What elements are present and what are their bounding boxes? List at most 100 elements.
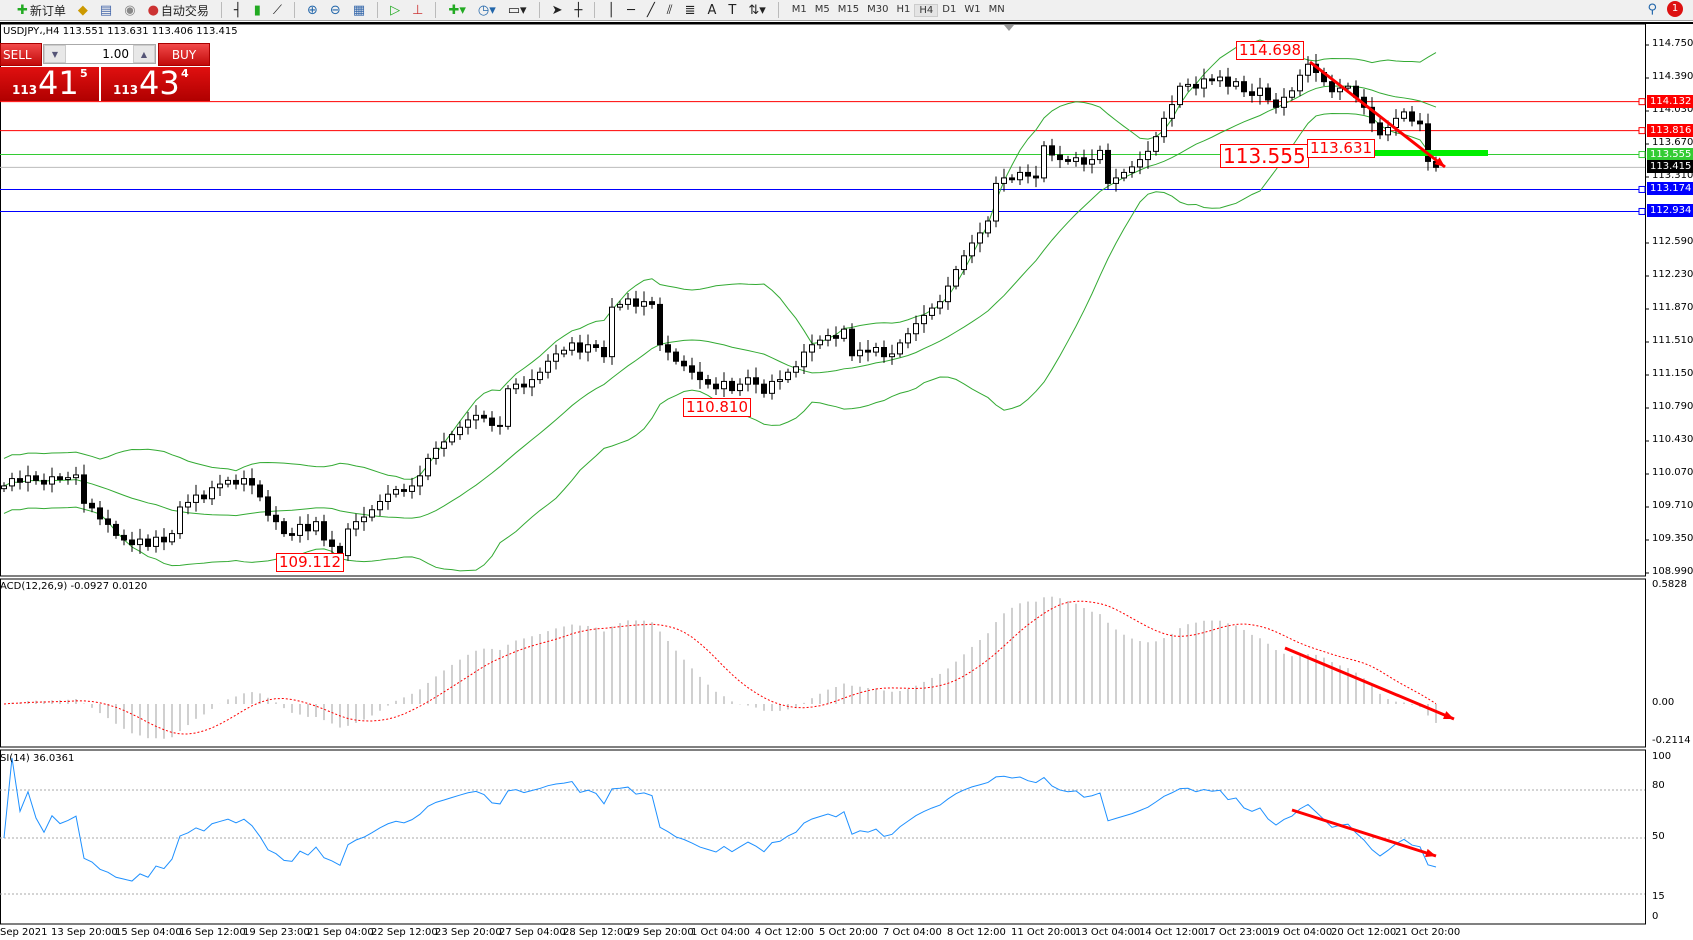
- macd-signal-line: [3, 600, 1437, 735]
- cursor-icon[interactable]: ➤: [551, 2, 563, 18]
- price-tick: 110.430: [1652, 434, 1693, 445]
- bull-candle: [1201, 78, 1207, 89]
- bull-candle: [217, 483, 223, 489]
- bear-candle: [849, 328, 855, 357]
- zoom-out-icon[interactable]: ⊖: [329, 2, 341, 18]
- bear-candle: [1209, 78, 1215, 82]
- zoom-in-icon[interactable]: ⊕: [307, 2, 318, 18]
- low-annotation-109112[interactable]: 109.112: [276, 553, 345, 572]
- arrows-icon[interactable]: ⇅▾: [748, 2, 766, 18]
- bull-candle: [1289, 90, 1295, 98]
- lot-size-stepper[interactable]: ▼ 1.00 ▲: [43, 44, 156, 64]
- rsi-tick: 0: [1652, 911, 1659, 922]
- horizontal-line-icon[interactable]: ─: [627, 2, 635, 18]
- lot-increase-button[interactable]: ▲: [133, 45, 155, 63]
- bull-candle: [1137, 159, 1143, 168]
- bear-candle: [1081, 157, 1087, 165]
- search-icon[interactable]: ⚲: [1647, 1, 1657, 17]
- text-label-icon[interactable]: T: [728, 2, 737, 18]
- bar-chart-icon[interactable]: ┤: [233, 2, 242, 18]
- chart-shift-icon[interactable]: ▷: [390, 2, 401, 18]
- notification-badge[interactable]: 1: [1667, 1, 1683, 17]
- templates-icon[interactable]: ▭▾: [507, 2, 527, 18]
- price-tick: 108.990: [1652, 566, 1693, 577]
- timeframe-m1[interactable]: M1: [791, 3, 807, 15]
- bull-candle: [193, 494, 199, 503]
- equidistant-channel-icon[interactable]: ⫽: [666, 2, 673, 18]
- auto-trading-button[interactable]: ● 自动交易: [147, 2, 209, 18]
- bull-candle: [1337, 87, 1343, 93]
- lot-decrease-button[interactable]: ▼: [44, 45, 66, 63]
- buy-button[interactable]: BUY: [158, 43, 210, 66]
- bear-candle: [289, 533, 295, 536]
- bull-candle: [785, 371, 791, 381]
- buy-price[interactable]: 113 43 4: [101, 64, 210, 102]
- timeframe-m5[interactable]: M5: [814, 3, 830, 15]
- sell-price-fraction: 5: [80, 67, 88, 80]
- line-handle: [1638, 127, 1646, 135]
- price-tick: 110.070: [1652, 467, 1693, 478]
- main-panel-frame: [0, 23, 1646, 577]
- rsi-line: [3, 757, 1437, 882]
- bear-candle: [1033, 175, 1039, 179]
- bull-candle: [537, 371, 543, 381]
- bull-candle: [241, 478, 247, 485]
- bull-candle: [1113, 177, 1119, 184]
- bull-candle: [857, 349, 863, 357]
- buy-price-prefix: 113: [113, 83, 139, 97]
- candlestick-icon[interactable]: ▮: [253, 2, 261, 18]
- low-annotation-110810[interactable]: 110.810: [683, 398, 752, 417]
- timeframe-h1[interactable]: H1: [896, 3, 911, 15]
- high-annotation[interactable]: 114.698: [1236, 41, 1305, 60]
- bull-candle: [441, 441, 447, 449]
- timeframe-h4[interactable]: H4: [914, 3, 939, 17]
- bull-candle: [393, 489, 399, 495]
- bull-candle: [641, 301, 647, 307]
- tile-windows-icon[interactable]: ▦: [352, 2, 366, 18]
- sell-button[interactable]: SELL: [0, 43, 42, 66]
- signals-icon[interactable]: ◉: [124, 2, 136, 18]
- autoscroll-icon[interactable]: ⊥: [412, 2, 424, 18]
- bear-candle: [1369, 106, 1375, 124]
- support-annotation[interactable]: 113.555: [1220, 144, 1309, 168]
- sell-price[interactable]: 113 41 5: [0, 64, 99, 102]
- market-watch-icon[interactable]: ◆: [77, 2, 88, 18]
- fibonacci-icon[interactable]: ≣: [684, 2, 696, 18]
- text-icon[interactable]: A: [707, 2, 717, 18]
- timeframe-m15[interactable]: M15: [837, 3, 860, 15]
- bear-candle: [1425, 123, 1431, 162]
- line-chart-icon[interactable]: ⟋: [272, 2, 283, 18]
- lot-size-input[interactable]: 1.00: [102, 47, 129, 61]
- bear-candle: [81, 474, 87, 504]
- date-tick: 27 Sep 04:00: [499, 927, 566, 938]
- bear-candle: [601, 347, 607, 358]
- bull-candle: [1121, 171, 1127, 179]
- chart-shift-marker: [1004, 25, 1014, 31]
- new-order-button[interactable]: ✚ 新订单: [17, 2, 66, 18]
- timeframe-mn[interactable]: MN: [988, 3, 1005, 15]
- bear-candle: [305, 523, 311, 532]
- trendline-icon[interactable]: ╱: [646, 2, 655, 18]
- crosshair-icon[interactable]: ┼: [574, 2, 583, 18]
- bull-candle: [457, 426, 463, 436]
- timeframe-w1[interactable]: W1: [964, 3, 981, 15]
- bull-candle: [385, 493, 391, 502]
- current-high-annotation[interactable]: 113.631: [1307, 139, 1376, 158]
- bull-candle: [1145, 150, 1151, 161]
- buy-price-fraction: 4: [181, 67, 189, 80]
- indicators-icon[interactable]: ✚▾: [448, 2, 466, 18]
- date-tick: 1 Oct 04:00: [691, 927, 750, 938]
- bull-candle: [1, 485, 7, 490]
- bear-candle: [265, 496, 271, 516]
- bear-candle: [705, 379, 711, 385]
- bear-candle: [673, 351, 679, 362]
- periods-icon[interactable]: ◷▾: [477, 2, 496, 18]
- bull-candle: [529, 379, 535, 388]
- timeframe-d1[interactable]: D1: [942, 3, 957, 15]
- vertical-line-icon[interactable]: │: [607, 2, 616, 18]
- timeframe-m30[interactable]: M30: [867, 3, 889, 15]
- bull-candle: [65, 477, 71, 480]
- bear-candle: [145, 538, 151, 547]
- navigator-icon[interactable]: ▤: [99, 2, 113, 18]
